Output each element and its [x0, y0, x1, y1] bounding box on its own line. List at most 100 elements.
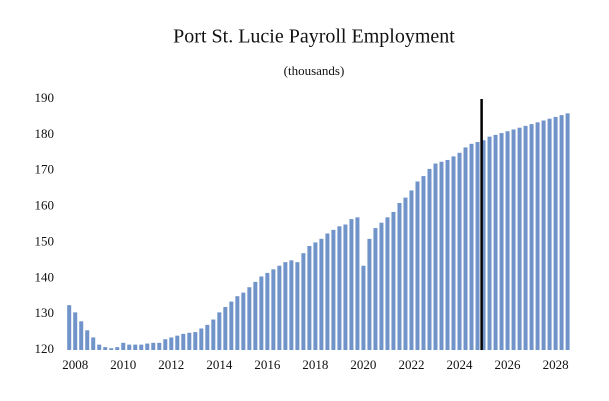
x-tick-label: 2014: [206, 357, 233, 372]
bar: [361, 265, 366, 350]
bar: [193, 332, 198, 350]
bar: [163, 339, 168, 350]
x-tick-label: 2008: [62, 357, 88, 372]
y-tick-label: 190: [35, 90, 55, 105]
x-tick-label: 2026: [495, 357, 522, 372]
bar: [505, 131, 510, 350]
bar: [199, 328, 204, 350]
bar: [445, 159, 450, 350]
x-tick-label: 2022: [398, 357, 424, 372]
bar: [169, 337, 174, 350]
bar: [439, 161, 444, 350]
y-tick-label: 120: [35, 341, 55, 356]
bar: [277, 265, 282, 350]
bar: [415, 181, 420, 350]
bar: [397, 202, 402, 350]
x-tick-label: 2010: [110, 357, 136, 372]
bar: [349, 219, 354, 350]
bar: [301, 253, 306, 350]
bar: [307, 246, 312, 350]
x-tick-label: 2016: [254, 357, 281, 372]
y-tick-label: 150: [35, 233, 55, 248]
bar: [343, 224, 348, 350]
bar: [457, 152, 462, 350]
bar: [73, 312, 78, 350]
bar: [109, 348, 114, 350]
bar: [259, 276, 264, 350]
bar: [331, 229, 336, 350]
x-tick-label: 2028: [543, 357, 569, 372]
bar: [85, 330, 90, 350]
bar: [529, 124, 534, 350]
bar: [433, 163, 438, 350]
bar: [157, 342, 162, 350]
y-tick-label: 140: [35, 269, 55, 284]
bar: [97, 344, 102, 350]
bar: [289, 260, 294, 350]
y-tick-label: 130: [35, 305, 55, 320]
bar: [205, 324, 210, 350]
bar: [103, 347, 108, 350]
bar: [67, 305, 72, 350]
chart-title: Port St. Lucie Payroll Employment: [173, 26, 455, 48]
x-tick-label: 2020: [350, 357, 376, 372]
bar: [283, 262, 288, 350]
chart-subtitle: (thousands): [284, 63, 345, 78]
y-tick-label: 170: [35, 162, 55, 177]
bar: [229, 301, 234, 350]
bar: [391, 211, 396, 350]
bar: [373, 228, 378, 350]
bar: [511, 129, 516, 350]
bar: [541, 120, 546, 350]
bar: [409, 190, 414, 350]
bar: [235, 296, 240, 350]
bar: [313, 242, 318, 350]
bar: [79, 321, 84, 350]
bar: [487, 136, 492, 350]
bar: [421, 176, 426, 350]
bar: [181, 333, 186, 350]
bar: [325, 233, 330, 350]
bar: [517, 127, 522, 350]
bar: [187, 332, 192, 350]
bar: [139, 344, 144, 350]
x-tick-label: 2012: [158, 357, 184, 372]
bar: [91, 337, 96, 350]
bar: [427, 168, 432, 350]
bar: [547, 118, 552, 350]
bar: [121, 342, 126, 350]
bar: [223, 306, 228, 350]
bar: [337, 226, 342, 350]
bar: [253, 281, 258, 350]
bar: [151, 342, 156, 350]
bar: [379, 222, 384, 350]
y-tick-label: 160: [35, 198, 55, 213]
bar: [217, 312, 222, 350]
bar: [475, 142, 480, 350]
bar: [451, 156, 456, 350]
bar: [403, 197, 408, 350]
bar: [553, 116, 558, 350]
bar: [367, 238, 372, 350]
bar: [271, 269, 276, 350]
bar: [127, 344, 132, 350]
bar: [481, 140, 486, 350]
bar: [211, 319, 216, 350]
bar: [499, 133, 504, 350]
bar: [355, 217, 360, 350]
bar: [133, 344, 138, 350]
bar: [295, 262, 300, 350]
bar: [385, 217, 390, 350]
bar: [175, 335, 180, 350]
bar: [559, 115, 564, 350]
bar: [469, 143, 474, 350]
bar: [265, 272, 270, 350]
bar: [247, 287, 252, 350]
bar: [565, 113, 570, 350]
bar: [241, 292, 246, 350]
bar: [523, 125, 528, 351]
x-tick-label: 2018: [302, 357, 328, 372]
bar: [145, 343, 150, 350]
bar: [319, 238, 324, 350]
y-tick-label: 180: [35, 126, 55, 141]
